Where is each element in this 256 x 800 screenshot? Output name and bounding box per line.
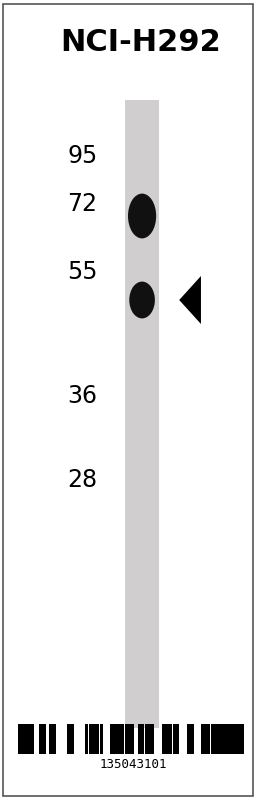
Ellipse shape: [128, 194, 156, 238]
Bar: [173, 724, 179, 754]
Bar: [228, 724, 231, 754]
Bar: [239, 724, 241, 754]
Text: NCI-H292: NCI-H292: [60, 28, 221, 57]
Bar: [207, 724, 210, 754]
Bar: [138, 724, 141, 754]
Bar: [67, 724, 71, 754]
Text: 55: 55: [67, 260, 97, 284]
Bar: [24, 724, 34, 754]
Text: 95: 95: [67, 144, 97, 168]
Bar: [127, 724, 131, 754]
Bar: [145, 724, 154, 754]
Bar: [100, 724, 103, 754]
Bar: [141, 724, 144, 754]
Bar: [42, 724, 46, 754]
Bar: [121, 724, 124, 754]
Ellipse shape: [129, 282, 155, 318]
Bar: [92, 724, 96, 754]
Polygon shape: [179, 276, 201, 324]
Bar: [162, 724, 172, 754]
Bar: [190, 724, 194, 754]
Bar: [125, 100, 159, 728]
Bar: [203, 724, 207, 754]
Bar: [231, 724, 234, 754]
Text: 72: 72: [67, 192, 97, 216]
Bar: [21, 724, 24, 754]
Bar: [214, 724, 221, 754]
Bar: [131, 724, 134, 754]
Bar: [118, 724, 121, 754]
Bar: [221, 724, 228, 754]
Bar: [18, 724, 20, 754]
Text: 36: 36: [67, 384, 97, 408]
Bar: [200, 724, 203, 754]
Bar: [85, 724, 89, 754]
Bar: [114, 724, 117, 754]
Bar: [187, 724, 190, 754]
Bar: [96, 724, 99, 754]
Text: 135043101: 135043101: [99, 758, 167, 771]
Text: 28: 28: [67, 468, 97, 492]
Bar: [53, 724, 56, 754]
Bar: [235, 724, 238, 754]
Bar: [49, 724, 53, 754]
Bar: [89, 724, 92, 754]
Bar: [241, 724, 244, 754]
Bar: [125, 724, 127, 754]
Bar: [71, 724, 74, 754]
Bar: [39, 724, 42, 754]
Bar: [210, 724, 214, 754]
Bar: [110, 724, 114, 754]
